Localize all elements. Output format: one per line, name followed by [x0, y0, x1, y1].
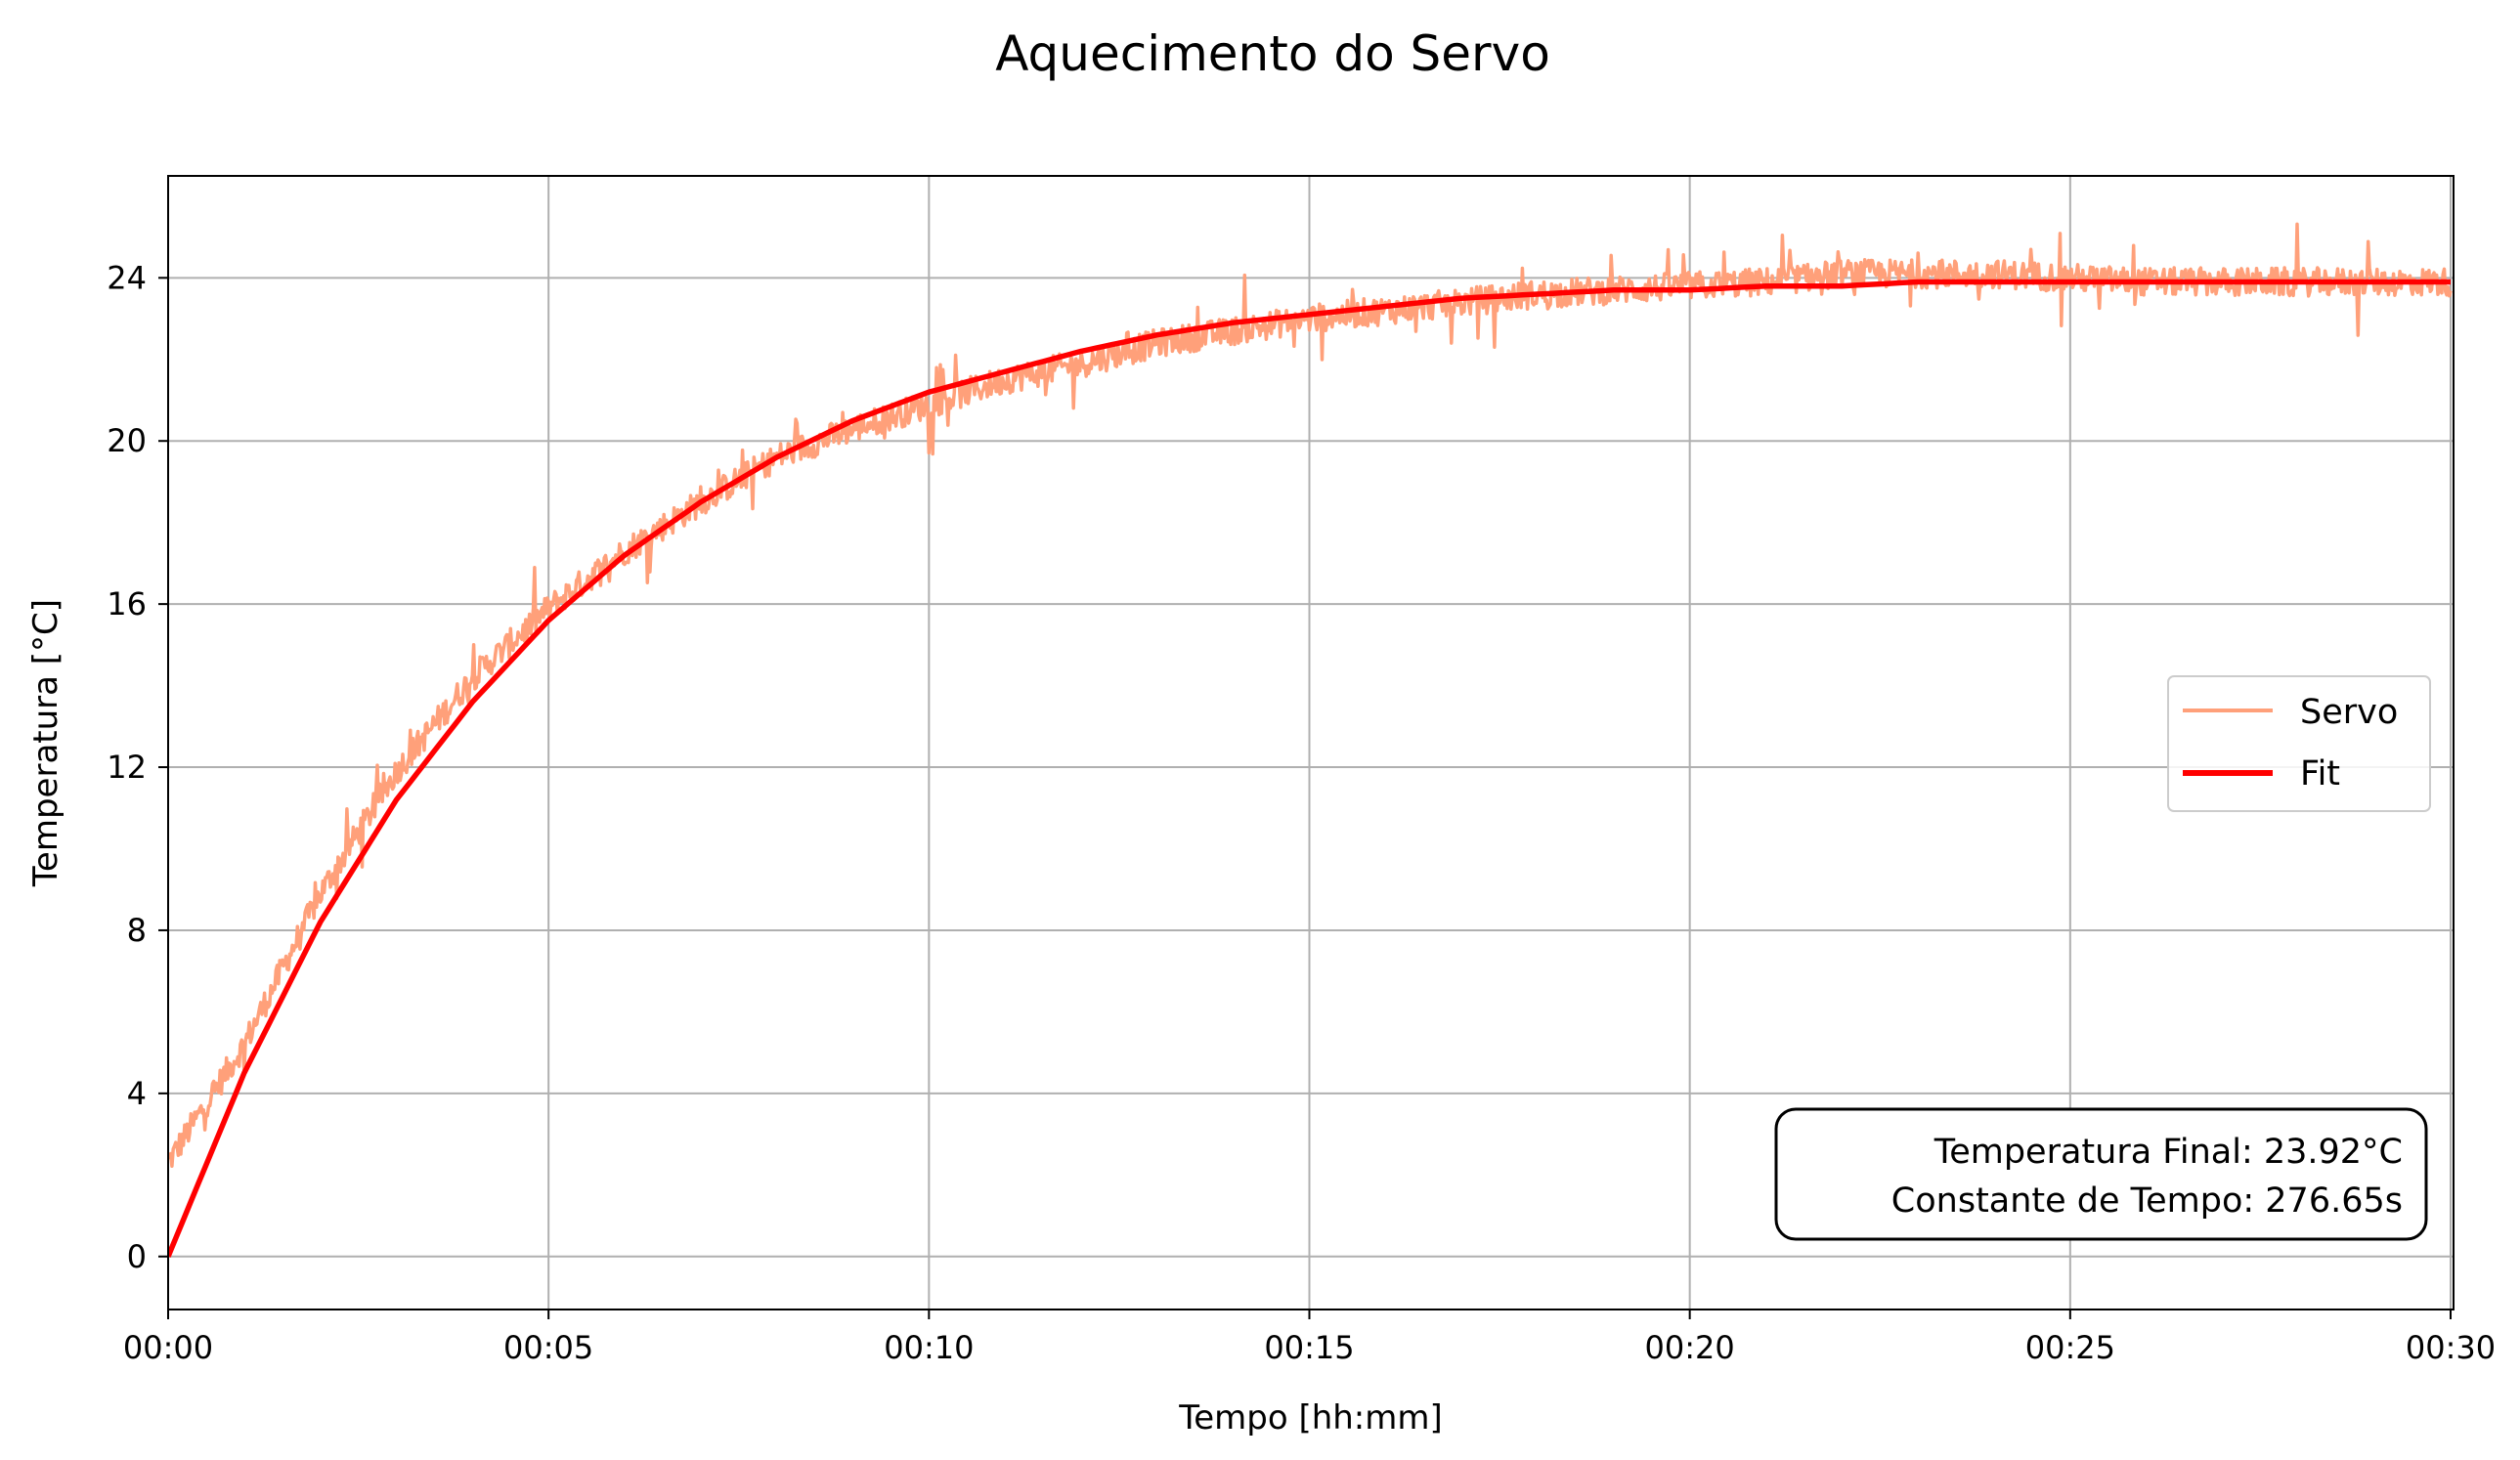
y-tick-label: 16	[107, 585, 147, 623]
x-tick-label: 00:10	[884, 1329, 974, 1366]
series-layer	[168, 222, 2453, 1258]
chart-title: Aquecimento do Servo	[995, 25, 1550, 82]
legend: Servo Fit	[2167, 675, 2431, 812]
annotation-final-temperature: Temperatura Final: 23.92°C	[1933, 1133, 2403, 1172]
annotation-frame	[1774, 1107, 2428, 1241]
y-tick-label: 8	[127, 912, 147, 949]
y-tick-label: 12	[107, 749, 147, 786]
y-axis-title: Temperatura [°C]	[26, 599, 65, 887]
y-tick-label: 0	[127, 1238, 147, 1275]
y-axis: 0 4 8 12 16 20 24	[107, 259, 168, 1275]
x-axis: 00:00 00:05 00:10 00:15 00:20 00:25 00:30	[123, 1310, 2496, 1366]
x-tick-label: 00:15	[1264, 1329, 1354, 1366]
x-tick-label: 00:00	[123, 1329, 213, 1366]
x-axis-title: Tempo [hh:mm]	[1178, 1398, 1443, 1438]
y-tick-label: 24	[107, 259, 147, 296]
y-tick-label: 20	[107, 422, 147, 459]
x-tick-label: 00:30	[2406, 1329, 2496, 1366]
y-tick-label: 4	[127, 1075, 147, 1112]
plot-frame	[167, 175, 2455, 1310]
x-tick-label: 00:05	[503, 1329, 593, 1366]
legend-label-fit: Fit	[2300, 754, 2340, 794]
annotation-time-constant: Constante de Tempo: 276.65s	[1891, 1181, 2403, 1221]
series-line-fit	[168, 279, 2451, 1258]
annotation-box: Temperatura Final: 23.92°C Constante de …	[1774, 1107, 2428, 1241]
legend-label-servo: Servo	[2300, 693, 2398, 732]
x-tick-label: 00:25	[2025, 1329, 2115, 1366]
x-tick-label: 00:20	[1645, 1329, 1735, 1366]
